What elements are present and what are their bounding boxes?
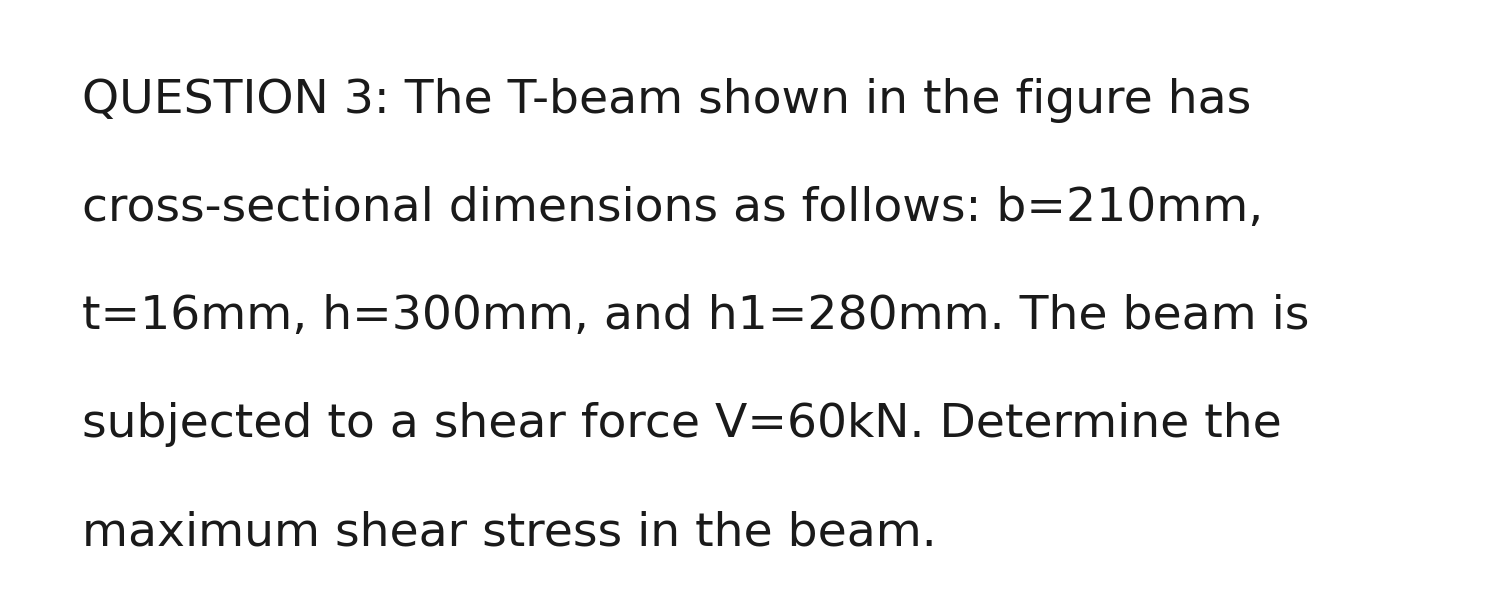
Text: t=16mm, h=300mm, and h1=280mm. The beam is: t=16mm, h=300mm, and h1=280mm. The beam … <box>82 294 1310 339</box>
Text: maximum shear stress in the beam.: maximum shear stress in the beam. <box>82 510 937 555</box>
Text: cross-sectional dimensions as follows: b=210mm,: cross-sectional dimensions as follows: b… <box>82 186 1263 231</box>
Text: QUESTION 3: The T-beam shown in the figure has: QUESTION 3: The T-beam shown in the figu… <box>82 78 1251 123</box>
Text: subjected to a shear force V=60kN. Determine the: subjected to a shear force V=60kN. Deter… <box>82 402 1282 447</box>
